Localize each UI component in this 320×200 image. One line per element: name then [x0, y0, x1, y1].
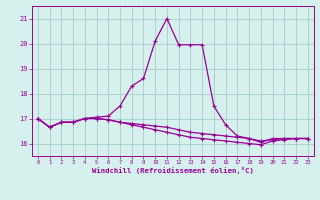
X-axis label: Windchill (Refroidissement éolien,°C): Windchill (Refroidissement éolien,°C) — [92, 167, 254, 174]
